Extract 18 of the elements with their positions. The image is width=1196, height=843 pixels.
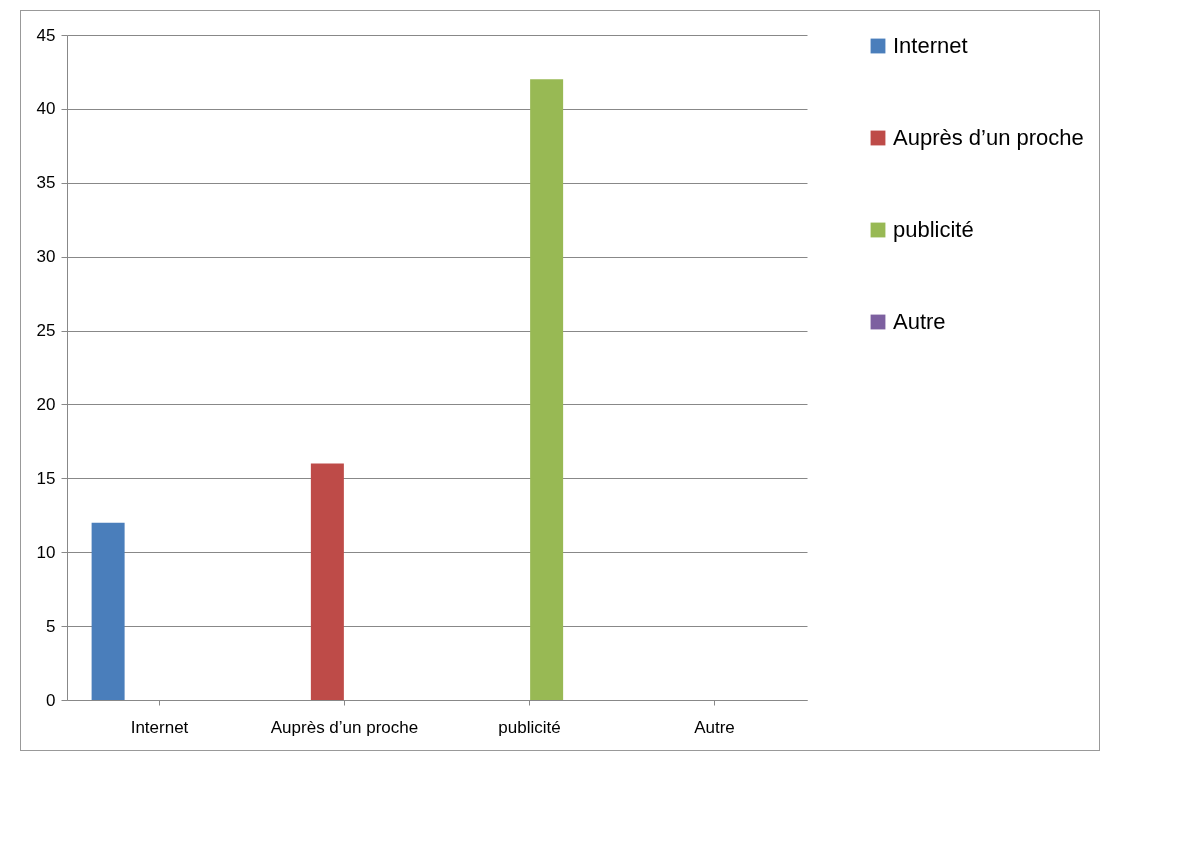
x-tick-label: Auprès d’un proche [270,717,419,737]
x-tick-label: Internet [130,717,189,737]
legend-label: Auprès d’un proche [893,125,1084,150]
y-tick-label: 30 [36,247,56,267]
x-tick-label: Autre [694,717,735,737]
y-tick-label: 45 [36,25,56,45]
y-tick-label: 40 [36,99,56,119]
y-tick-label: 10 [36,542,56,562]
legend-label: Autre [893,309,946,334]
y-tick-label: 15 [36,468,56,488]
x-tick-label: publicité [498,717,561,737]
y-tick-label: 25 [36,321,56,341]
legend-label: Internet [893,33,968,58]
y-tick-label: 20 [36,394,56,414]
y-tick-label: 35 [36,173,56,193]
legend-label: publicité [893,217,974,242]
y-tick-label: 5 [46,616,56,636]
y-tick-label: 0 [46,690,56,710]
